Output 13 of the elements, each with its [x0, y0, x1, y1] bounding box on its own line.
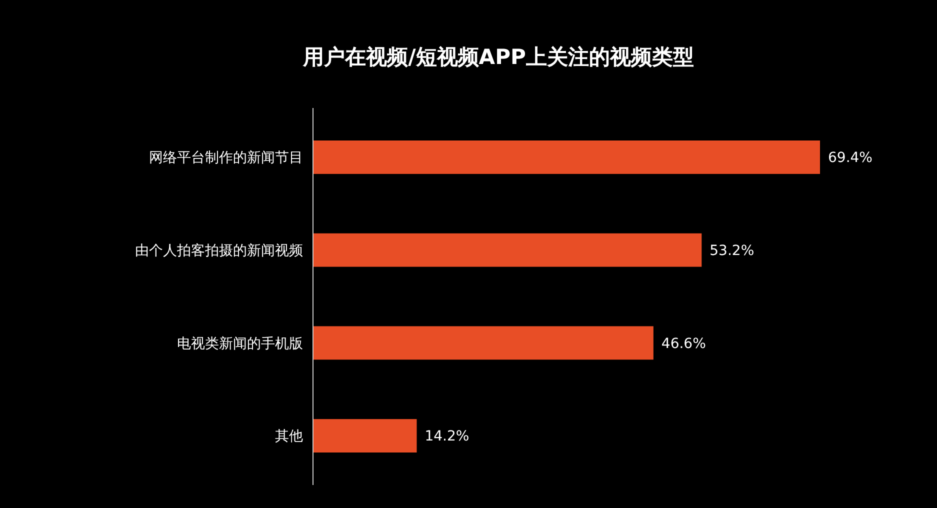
y-tick-label: 其他 [275, 428, 303, 445]
bar [313, 233, 702, 267]
chart-title: 用户在视频/短视频APP上关注的视频类型 [302, 45, 694, 69]
bar [313, 326, 654, 360]
data-label: 14.2% [424, 428, 470, 445]
y-tick-label: 由个人拍客拍摄的新闻视频 [135, 242, 303, 259]
bar [313, 419, 417, 452]
data-label: 69.4% [828, 150, 872, 166]
data-label: 53.2% [710, 242, 754, 259]
y-tick-label: 电视类新闻的手机版 [177, 336, 303, 352]
data-label: 46.6% [661, 336, 706, 352]
bar [313, 140, 820, 174]
y-tick-label: 网络平台制作的新闻节目 [149, 150, 303, 166]
